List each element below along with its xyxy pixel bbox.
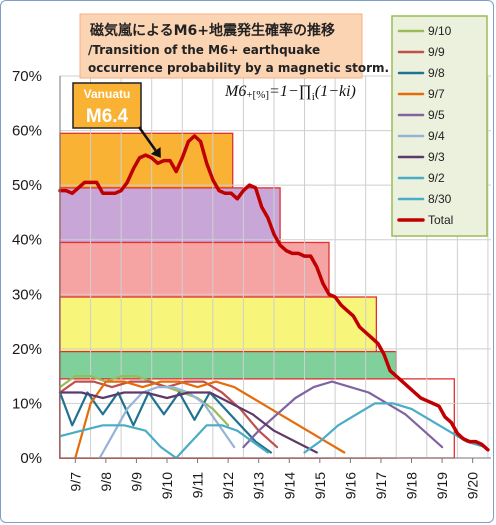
chart-title-box: 磁気嵐によるM6+地震発生確率の推移 /Transition of the M6… [79, 13, 389, 79]
x-tick-label-1: 9/8 [98, 472, 114, 492]
formula-lhs: M6 [224, 83, 246, 100]
legend-label-1: 9/9 [428, 45, 445, 59]
legend-label-7: 9/2 [428, 171, 445, 185]
svg-text:M6+[%]=1−∏i(1−ki): M6+[%]=1−∏i(1−ki) [224, 83, 356, 103]
legend-label-3: 9/7 [428, 87, 445, 101]
legend-label-9: Total [428, 213, 453, 227]
annotation-line-2: M6.4 [86, 106, 129, 127]
x-tick-label-13: 9/20 [465, 472, 481, 499]
x-tick-label-2: 9/9 [128, 472, 144, 492]
y-tick-label-4: 40% [12, 232, 42, 249]
x-tick-label-9: 9/16 [342, 472, 358, 499]
chart-subtitle-line-1: /Transition of the M6+ earthquake [88, 43, 320, 57]
series-line-4 [242, 380, 444, 449]
y-tick-label-7: 70% [12, 68, 42, 85]
x-tick-label-6: 9/13 [251, 472, 267, 499]
legend: 9/10 9/9 9/8 9/7 9/5 9/4 9/3 9/2 8/30 Total [391, 15, 488, 237]
formula: M6+[%]=1−∏i(1−ki) [224, 83, 356, 103]
x-tick-label-3: 9/10 [159, 472, 175, 499]
x-tick-label-8: 9/15 [312, 472, 328, 499]
y-tick-label-5: 50% [12, 177, 42, 194]
x-tick-label-0: 9/7 [67, 472, 83, 492]
annotation-arrow-head [150, 147, 161, 158]
series-line-6 [58, 391, 318, 454]
annotation-vanuatu: Vanuatu M6.4 [72, 82, 161, 158]
series-line-8 [303, 402, 486, 454]
y-tick-label-6: 60% [12, 123, 42, 140]
y-tick-label-3: 30% [12, 286, 42, 303]
formula-prod-sub: i [312, 91, 315, 103]
x-tick-label-12: 9/19 [434, 472, 450, 499]
y-tick-label-1: 10% [12, 395, 42, 412]
formula-rhs: =1−∏ [269, 83, 312, 100]
chart-subtitle-line-2: occurrence probability by a magnetic sto… [88, 61, 389, 75]
x-tick-label-10: 9/17 [373, 472, 389, 499]
legend-label-5: 9/4 [428, 129, 445, 143]
y-tick-label-2: 20% [12, 341, 42, 358]
y-tick-label-0: 0% [20, 450, 42, 467]
legend-label-6: 9/3 [428, 150, 445, 164]
legend-label-2: 9/8 [428, 66, 445, 80]
formula-lhs-sub: +[%] [246, 89, 269, 101]
chart-title: 磁気嵐によるM6+地震発生確率の推移 [90, 22, 335, 39]
x-tick-label-11: 9/18 [404, 472, 420, 499]
x-tick-label-4: 9/11 [190, 472, 206, 498]
legend-label-8: 8/30 [428, 192, 452, 206]
series-line-9 [58, 134, 490, 452]
annotation-line-1: Vanuatu [84, 87, 131, 101]
annotation-arrow [137, 126, 157, 152]
series-line-3 [74, 380, 346, 460]
series-line-5 [98, 386, 236, 460]
chart-axes: 0% 10% 20% 30% 40% 50% 60% 70% 9/7 9/8 9/9 9/10 9/11… [12, 68, 491, 499]
x-tick-label-7: 9/14 [281, 472, 297, 499]
legend-label-0: 9/10 [428, 24, 452, 38]
formula-rhs-tail: (1−ki) [315, 83, 356, 100]
x-tick-label-5: 9/12 [220, 472, 236, 499]
legend-label-4: 9/5 [428, 108, 445, 122]
